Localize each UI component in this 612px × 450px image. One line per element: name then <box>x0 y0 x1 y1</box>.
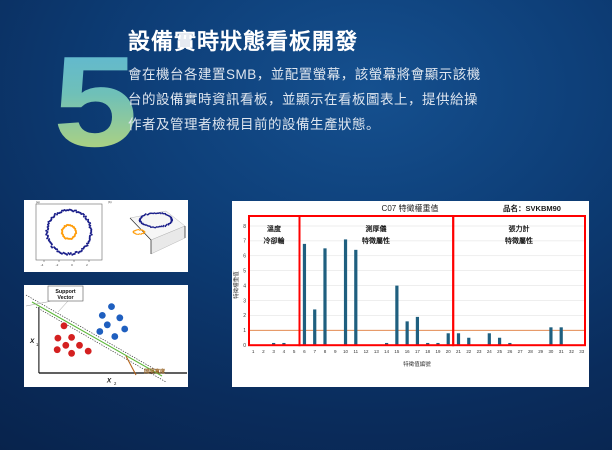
svg-text:29: 29 <box>538 349 543 354</box>
svg-text:特徵屬性: 特徵屬性 <box>505 236 533 245</box>
svg-text:5: 5 <box>53 29 138 173</box>
svg-text:31: 31 <box>559 349 564 354</box>
svg-text:8: 8 <box>243 224 246 230</box>
svg-text:15: 15 <box>394 349 399 354</box>
svg-text:品名：SVKBM90: 品名：SVKBM90 <box>503 203 561 213</box>
svg-text:24: 24 <box>487 349 492 354</box>
svg-text:33: 33 <box>579 349 584 354</box>
svg-text:25: 25 <box>497 349 502 354</box>
svg-text:-4: -4 <box>41 263 44 267</box>
svg-text:0: 0 <box>243 343 246 349</box>
svg-text:5: 5 <box>293 349 296 354</box>
svg-text:4: 4 <box>243 283 246 289</box>
svg-text:18: 18 <box>425 349 430 354</box>
svg-text:20: 20 <box>446 349 451 354</box>
svg-text:Vector: Vector <box>57 295 73 301</box>
svg-text:特徵屬性: 特徵屬性 <box>362 236 390 245</box>
svg-text:X: X <box>29 338 35 345</box>
svg-text:16: 16 <box>405 349 410 354</box>
svg-text:26: 26 <box>507 349 512 354</box>
svg-text:12: 12 <box>364 349 369 354</box>
svg-text:冷卻輪: 冷卻輪 <box>264 236 286 245</box>
svg-text:6: 6 <box>243 254 246 260</box>
svg-text:13: 13 <box>374 349 379 354</box>
svg-text:3: 3 <box>243 298 246 304</box>
svg-text:1: 1 <box>252 349 255 354</box>
svg-text:張力計: 張力計 <box>509 224 530 233</box>
svg-text:2: 2 <box>114 381 117 386</box>
svg-text:22: 22 <box>466 349 471 354</box>
svg-text:溫度: 溫度 <box>267 224 282 233</box>
svg-text:5: 5 <box>243 269 246 275</box>
svg-text:19: 19 <box>436 349 441 354</box>
svg-text:27: 27 <box>518 349 523 354</box>
svg-text:9: 9 <box>334 349 337 354</box>
svg-text:7: 7 <box>313 349 316 354</box>
svg-text:2: 2 <box>262 349 265 354</box>
svg-text:測厚儀: 測厚儀 <box>366 224 387 233</box>
svg-text:17: 17 <box>415 349 420 354</box>
svg-text:30: 30 <box>548 349 553 354</box>
svg-text:-2: -2 <box>56 263 59 267</box>
svg-text:2: 2 <box>86 263 88 267</box>
svg-text:間隔寬度: 間隔寬度 <box>144 367 166 375</box>
svg-text:(a): (a) <box>36 200 40 204</box>
svg-text:10: 10 <box>343 349 348 354</box>
svg-text:3: 3 <box>272 349 275 354</box>
svg-text:21: 21 <box>456 349 461 354</box>
svg-text:28: 28 <box>528 349 533 354</box>
svg-text:C07 特徵權重值: C07 特徵權重值 <box>382 203 439 213</box>
svg-text:特徵權重值: 特徵權重值 <box>232 271 240 299</box>
svg-text:(b): (b) <box>108 200 112 204</box>
svg-text:8: 8 <box>324 349 327 354</box>
svg-text:1: 1 <box>243 328 246 334</box>
svg-text:11: 11 <box>354 349 359 354</box>
svg-text:14: 14 <box>384 349 389 354</box>
svg-text:0: 0 <box>71 263 73 267</box>
svg-text:4: 4 <box>283 349 286 354</box>
svg-text:6: 6 <box>303 349 306 354</box>
svg-text:特徵值編號: 特徵值編號 <box>403 360 431 368</box>
svg-text:23: 23 <box>477 349 482 354</box>
svg-text:7: 7 <box>243 239 246 245</box>
svg-text:2: 2 <box>243 313 246 319</box>
svg-text:X: X <box>106 378 112 385</box>
svg-text:32: 32 <box>569 349 574 354</box>
